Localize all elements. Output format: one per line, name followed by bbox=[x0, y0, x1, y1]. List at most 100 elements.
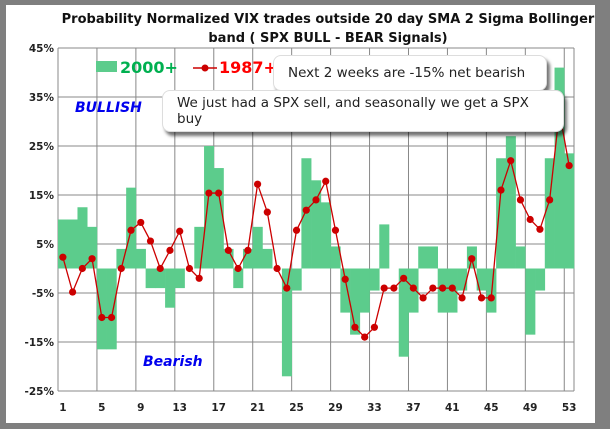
bar-2000 bbox=[77, 207, 88, 269]
x-tick-label: 53 bbox=[562, 402, 577, 414]
bar-2000 bbox=[106, 268, 117, 350]
bar-2000 bbox=[291, 268, 302, 291]
bar-2000 bbox=[554, 67, 565, 269]
bar-2000 bbox=[320, 202, 331, 269]
y-tick-label: 35% bbox=[29, 92, 55, 104]
point-1987 bbox=[312, 196, 320, 204]
point-1987 bbox=[253, 180, 262, 188]
x-axis: 1 5 9 13 17 21 25 29 33 37 41 45 49 53 bbox=[59, 402, 576, 414]
legend-swatch-2000 bbox=[96, 61, 117, 72]
x-tick-label: 45 bbox=[484, 402, 499, 414]
bar-2000 bbox=[194, 226, 205, 269]
bar-2000 bbox=[223, 248, 234, 269]
point-1987 bbox=[117, 264, 125, 273]
bar-2000 bbox=[165, 268, 176, 308]
point-1987 bbox=[166, 246, 174, 254]
x-tick-label: 33 bbox=[367, 402, 382, 414]
legend: 2000+ 1987+ bbox=[96, 58, 277, 77]
chart-title-line-2: band ( SPX BULL - BEAR Signals) bbox=[208, 31, 447, 46]
bars-2000 bbox=[58, 67, 575, 377]
bar-2000 bbox=[496, 158, 507, 269]
bar-2000 bbox=[87, 226, 98, 269]
bar-2000 bbox=[145, 268, 156, 289]
bar-2000 bbox=[379, 224, 390, 269]
point-1987 bbox=[59, 253, 67, 261]
point-1987 bbox=[107, 313, 116, 322]
point-1987 bbox=[78, 264, 86, 273]
chart-title-line-1: Probability Normalized VIX trades outsid… bbox=[62, 12, 595, 27]
bar-2000 bbox=[242, 248, 254, 269]
bar-2000 bbox=[58, 219, 69, 269]
bar-2000 bbox=[233, 268, 244, 289]
point-1987 bbox=[292, 226, 301, 234]
bar-2000 bbox=[213, 168, 224, 269]
point-1987 bbox=[546, 196, 554, 204]
point-1987 bbox=[468, 255, 476, 263]
bar-2000 bbox=[330, 246, 341, 269]
bar-2000 bbox=[204, 146, 215, 269]
point-1987 bbox=[302, 206, 310, 214]
bar-2000 bbox=[535, 268, 546, 291]
bar-2000 bbox=[544, 158, 555, 269]
x-tick-label: 25 bbox=[289, 402, 304, 414]
bar-2000 bbox=[174, 268, 185, 289]
bar-2000 bbox=[262, 248, 273, 269]
bar-2000 bbox=[340, 268, 351, 313]
point-1987 bbox=[565, 162, 573, 170]
x-tick-label: 21 bbox=[250, 402, 265, 414]
bar-2000 bbox=[369, 268, 380, 291]
y-tick-label: -25% bbox=[25, 386, 55, 398]
x-tick-label: 49 bbox=[523, 402, 538, 414]
bar-2000 bbox=[418, 246, 429, 269]
point-1987 bbox=[400, 274, 408, 282]
y-tick-label: 25% bbox=[29, 141, 55, 153]
x-tick-label: 29 bbox=[328, 402, 343, 414]
y-tick-label: -5% bbox=[32, 288, 55, 300]
bar-2000 bbox=[505, 136, 516, 269]
bar-2000 bbox=[135, 248, 146, 269]
point-1987 bbox=[351, 323, 359, 331]
point-1987 bbox=[429, 284, 437, 292]
bar-2000 bbox=[359, 268, 370, 313]
point-1987 bbox=[146, 237, 155, 245]
bar-2000 bbox=[252, 226, 263, 269]
point-1987 bbox=[341, 275, 349, 283]
point-1987 bbox=[487, 294, 495, 302]
point-1987 bbox=[215, 189, 223, 197]
bar-2000 bbox=[155, 268, 166, 289]
point-1987 bbox=[88, 255, 96, 263]
point-1987 bbox=[331, 226, 340, 234]
point-1987 bbox=[283, 284, 291, 292]
bar-2000 bbox=[281, 268, 292, 377]
bar-2000 bbox=[398, 268, 409, 357]
point-1987 bbox=[536, 225, 544, 233]
point-1987 bbox=[244, 246, 252, 254]
point-1987 bbox=[224, 246, 232, 254]
bar-2000 bbox=[476, 268, 487, 291]
point-1987 bbox=[361, 333, 369, 341]
bar-2000 bbox=[525, 268, 536, 335]
point-1987 bbox=[273, 264, 281, 273]
point-1987 bbox=[448, 284, 456, 292]
bar-2000 bbox=[515, 246, 526, 269]
bullish-label: BULLISH bbox=[75, 100, 142, 116]
y-tick-label: 5% bbox=[36, 239, 54, 251]
point-1987 bbox=[195, 274, 203, 282]
point-1987 bbox=[185, 264, 194, 273]
point-1987 bbox=[438, 284, 447, 292]
callout-2-text: We just had a SPX sell, and seasonally w… bbox=[177, 95, 529, 127]
callout-spx-sell: We just had a SPX sell, and seasonally w… bbox=[162, 90, 564, 132]
legend-marker-1987 bbox=[201, 64, 209, 72]
bar-2000 bbox=[427, 246, 438, 269]
point-1987 bbox=[380, 284, 388, 292]
callout-net-bearish: Next 2 weeks are -15% net bearish bbox=[273, 55, 547, 91]
x-tick-label: 17 bbox=[211, 402, 226, 414]
bar-2000 bbox=[96, 268, 107, 350]
bar-2000 bbox=[67, 219, 78, 269]
bar-2000 bbox=[350, 268, 361, 335]
point-1987 bbox=[477, 294, 486, 302]
callout-1-text: Next 2 weeks are -15% net bearish bbox=[288, 65, 526, 81]
x-tick-label: 1 bbox=[59, 402, 66, 414]
legend-label-1987: 1987+ bbox=[219, 58, 277, 77]
